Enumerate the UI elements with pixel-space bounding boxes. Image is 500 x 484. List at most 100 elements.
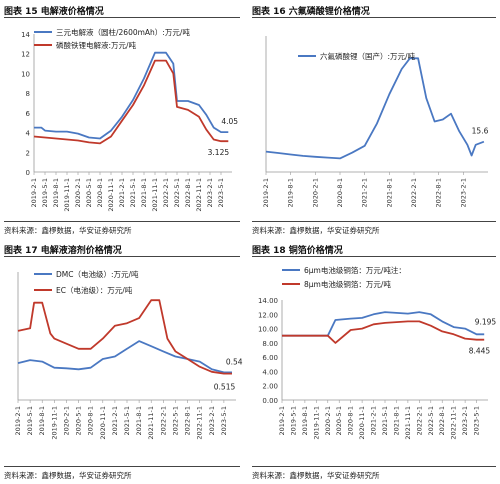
source-rule (4, 221, 240, 222)
title-rule (252, 256, 496, 257)
title-rule (4, 17, 240, 18)
figure-title: 图表 17 电解液溶剂价格情况 (4, 246, 122, 256)
x-tick-label: 2022-8-1 (184, 406, 192, 436)
x-tick-label: 2021-2-1 (370, 406, 378, 436)
data-label: 8.445 (469, 347, 491, 356)
x-tick-label: 2020-11-1 (358, 406, 366, 440)
figure-title: 图表 16 六氟磷酸锂价格情况 (252, 7, 370, 17)
x-tick-label: 2022-11-1 (450, 406, 458, 440)
x-tick-label: 2019-5-1 (289, 406, 297, 436)
legend-label: 8μm电池级铜箔：万元/吨 (304, 279, 391, 289)
x-tick-label: 2020-5-1 (85, 178, 93, 208)
series-line-0 (265, 57, 485, 160)
x-tick-label: 2023-2-1 (206, 178, 214, 208)
x-tick-label: 2021-8-1 (140, 178, 148, 208)
x-tick-label: 2022-11-1 (195, 178, 203, 212)
x-tick-label: 2021-5-1 (381, 406, 389, 436)
series-line-1 (282, 320, 485, 344)
y-tick-label: 2.00 (262, 383, 278, 391)
x-tick-label: 2021-5-1 (129, 178, 137, 208)
x-tick-label: 2019-5-1 (26, 406, 34, 436)
y-tick-label: 6.00 (262, 354, 278, 362)
x-tick-label: 2022-2-1 (159, 406, 167, 436)
x-tick-label: 2019-8-1 (287, 178, 295, 208)
x-tick-label: 2022-2-1 (162, 178, 170, 208)
chart-electrolyte-price: 0 2 4 6 8 10 12 14 2019-2-1 2019-5-1 2019-8-1 2019-… (21, 27, 238, 212)
x-tick-label: 2021-2-1 (111, 406, 119, 436)
x-tick-label: 2020-8-1 (336, 178, 344, 208)
x-tick-label: 2021-2-1 (118, 178, 126, 208)
y-tick-label: 10.00 (258, 326, 278, 334)
x-tick-label: 2022-8-1 (438, 406, 446, 436)
x-tick-label: 2021-8-1 (385, 178, 393, 208)
x-tick-label: 2021-8-1 (392, 406, 400, 436)
x-tick-label: 2020-2-1 (62, 406, 70, 436)
x-tick-label: 2019-8-1 (52, 178, 60, 208)
data-label: 0.515 (214, 383, 236, 392)
legend-label: EC（电池级）：万元/吨 (56, 285, 133, 295)
series-line-1 (17, 299, 232, 375)
data-label: 4.05 (221, 117, 238, 126)
series-line-0 (282, 311, 485, 337)
data-label: 3.125 (208, 148, 230, 157)
data-label: 0.54 (226, 357, 243, 366)
legend-label: 磷酸铁锂电解液:万元/吨 (56, 40, 137, 50)
x-tick-label: 2021-2-1 (361, 178, 369, 208)
x-tick-label: 2020-2-1 (324, 406, 332, 436)
x-tick-label: 2019-2-1 (262, 178, 270, 208)
x-tick-label: 2019-2-1 (278, 406, 286, 436)
figure-source: 资料来源：鑫椤数据，华安证券研究所 (4, 471, 132, 480)
x-tick-label: 2023-5-1 (220, 406, 228, 436)
x-tick-label: 2022-5-1 (427, 406, 435, 436)
title-rule (252, 17, 496, 18)
series-line-1 (33, 59, 229, 145)
x-tick-label: 2023-5-1 (473, 406, 481, 436)
x-tick-label: 2023-5-1 (217, 178, 225, 208)
legend-label: DMC（电池级）:万元/吨 (56, 269, 139, 279)
x-tick-label: 2019-8-1 (301, 406, 309, 436)
x-tick-label: 2023-2-1 (461, 406, 469, 436)
source-rule (4, 466, 240, 467)
y-tick-label: 2 (26, 149, 30, 157)
x-tick-label: 2020-11-1 (99, 406, 107, 440)
figure-title: 图表 15 电解液价格情况 (4, 7, 104, 17)
chart-copper-foil-price: 0.00 2.00 4.00 6.00 8.00 10.00 12.00 14.00 2019-… (258, 265, 497, 440)
y-tick-label: 14 (21, 31, 30, 39)
figure-source: 资料来源：鑫椤数据，华安证券研究所 (4, 226, 132, 235)
x-tick-label: 2019-11-1 (50, 406, 58, 440)
y-tick-label: 8.00 (262, 340, 278, 348)
figure-source: 资料来源：鑫椤数据，华安证券研究所 (252, 226, 380, 235)
legend-label: 三元电解液（圆柱/2600mAh）:万元/吨 (56, 27, 190, 37)
figure-source: 资料来源：鑫椤数据，华安证券研究所 (252, 471, 380, 480)
y-tick-label: 4 (26, 130, 31, 138)
x-tick-label: 2023-2-1 (208, 406, 216, 436)
x-tick-label: 2021-8-1 (135, 406, 143, 436)
y-tick-label: 12.00 (258, 311, 278, 319)
title-rule (4, 256, 240, 257)
y-tick-label: 4.00 (262, 368, 278, 376)
y-tick-label: 0.00 (262, 397, 278, 405)
x-tick-label: 2019-2-1 (14, 406, 22, 436)
x-tick-label: 2020-8-1 (347, 406, 355, 436)
y-tick-label: 10 (21, 70, 30, 78)
legend-label: 6μm电池级铜箔：万元/吨注： (304, 265, 406, 275)
x-tick-label: 2020-5-1 (75, 406, 83, 436)
y-tick-label: 8 (26, 90, 30, 98)
legend-label: 六氟磷酸锂（国产）:万元/吨 (320, 51, 416, 61)
data-label: 9.195 (475, 317, 497, 326)
x-tick-label: 2020-2-1 (311, 178, 319, 208)
figure-title: 图表 18 铜箔价格情况 (252, 246, 343, 256)
y-tick-label: 14.00 (258, 297, 278, 305)
y-tick-label: 6 (26, 110, 31, 118)
x-tick-label: 2019-2-1 (30, 178, 38, 208)
x-tick-label: 2022-5-1 (171, 406, 179, 436)
x-tick-label: 2022-8-1 (435, 178, 443, 208)
x-tick-label: 2019-8-1 (38, 406, 46, 436)
x-tick-label: 2022-11-1 (196, 406, 204, 440)
series-line-0 (17, 340, 232, 374)
x-tick-label: 2022-8-1 (184, 178, 192, 208)
y-tick-label: 0 (26, 169, 30, 177)
x-tick-label: 2021-5-1 (123, 406, 131, 436)
x-tick-label: 2021-11-1 (404, 406, 412, 440)
x-tick-label: 2020-8-1 (96, 178, 104, 208)
